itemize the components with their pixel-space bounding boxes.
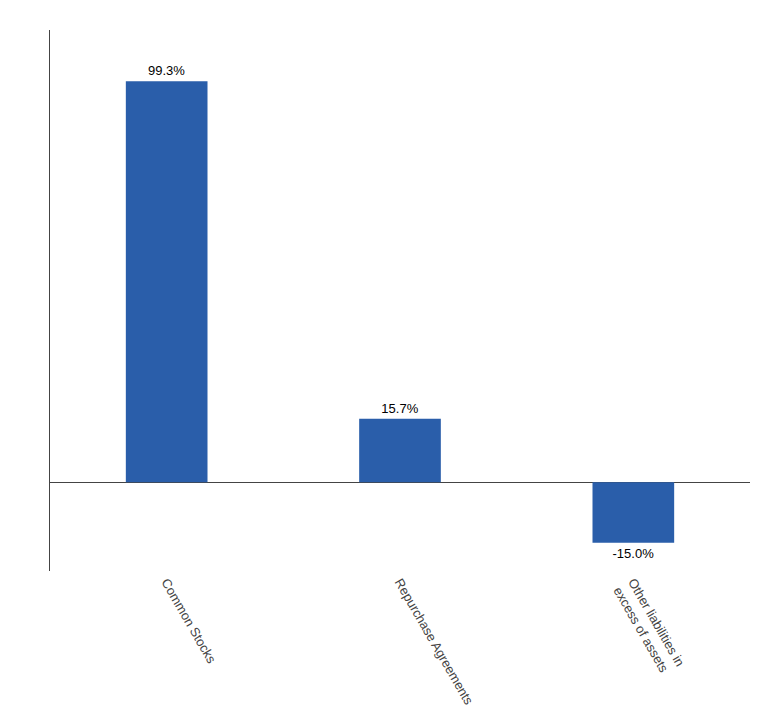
svg-text:Other liabilities inexcess of: Other liabilities inexcess of assets	[610, 576, 687, 678]
svg-text:15.7%: 15.7%	[381, 401, 418, 416]
svg-text:Common Stocks: Common Stocks	[158, 576, 219, 667]
svg-text:99.3%: 99.3%	[148, 63, 185, 78]
svg-text:Repurchase Agreements: Repurchase Agreements	[392, 576, 477, 708]
svg-text:-15.0%: -15.0%	[613, 546, 655, 561]
